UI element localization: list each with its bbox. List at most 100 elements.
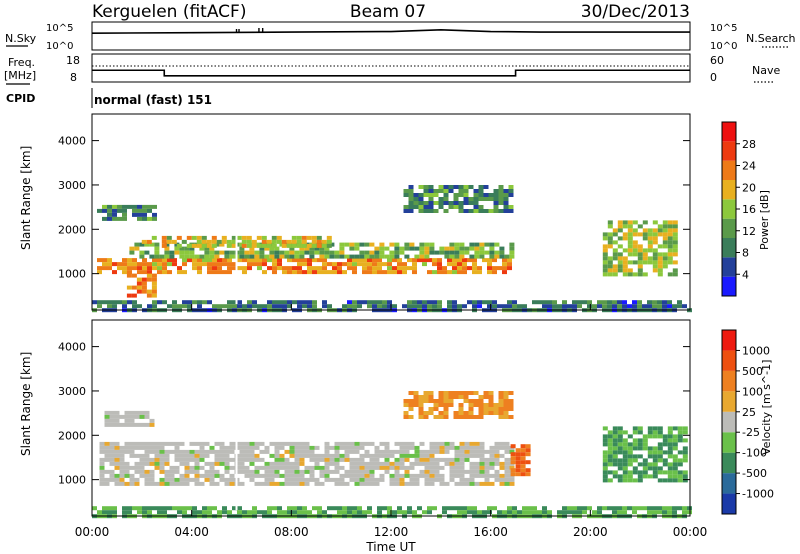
heatmap-cell: [179, 461, 185, 466]
heatmap-cell: [164, 254, 170, 259]
heatmap-cell: [433, 407, 439, 411]
heatmap-cell: [312, 506, 317, 511]
heatmap-cell: [189, 477, 195, 482]
heatmap-cell: [483, 411, 489, 415]
heatmap-cell: [202, 300, 207, 305]
heatmap-cell: [204, 254, 210, 259]
heatmap-cell: [229, 481, 235, 486]
heatmap-cell: [114, 410, 120, 415]
heatmap-cell: [463, 411, 469, 415]
heatmap-cell: [294, 453, 300, 458]
heatmap-cell: [347, 266, 352, 271]
heatmap-cell: [322, 258, 327, 263]
heatmap-cell: [632, 260, 638, 265]
heatmap-cell: [602, 264, 608, 269]
heatmap-cell: [473, 209, 479, 213]
heatmap-cell: [622, 510, 627, 515]
heatmap-cell: [642, 462, 648, 467]
heatmap-cell: [409, 465, 415, 470]
heatmap-cell: [463, 185, 469, 189]
heatmap-cell: [612, 248, 618, 253]
heatmap-cell: [282, 304, 287, 309]
heatmap-cell: [359, 481, 365, 486]
heatmap-cell: [182, 262, 187, 267]
velocity-colorbar-segment: [722, 330, 736, 351]
heatmap-cell: [284, 473, 290, 478]
heatmap-cell: [231, 239, 237, 244]
heatmap-cell: [312, 270, 317, 275]
heatmap-cell: [487, 304, 492, 309]
heatmap-cell: [672, 474, 678, 479]
heatmap-cell: [164, 246, 170, 251]
heatmap-cell: [429, 465, 435, 470]
heatmap-cell: [129, 465, 135, 470]
x-tick-label: 00:00: [673, 525, 708, 539]
heatmap-cell: [438, 411, 444, 415]
heatmap-cell: [617, 442, 623, 447]
heatmap-cell: [452, 258, 457, 263]
heatmap-cell: [377, 506, 382, 511]
heatmap-cell: [637, 304, 642, 309]
heatmap-cell: [102, 510, 107, 515]
heatmap-cell: [525, 444, 531, 449]
heatmap-cell: [209, 246, 215, 251]
heatmap-cell: [452, 266, 457, 271]
heatmap-cell: [493, 411, 499, 415]
heatmap-cell: [463, 193, 469, 197]
heatmap-cell: [577, 304, 582, 309]
heatmap-cell: [662, 300, 667, 305]
heatmap-cell: [127, 506, 132, 511]
heatmap-cell: [612, 510, 617, 515]
heatmap-cell: [329, 457, 335, 462]
heatmap-cell: [494, 469, 500, 474]
heatmap-cell: [267, 304, 272, 309]
heatmap-cell: [182, 510, 187, 515]
heatmap-cell: [299, 469, 305, 474]
heatmap-cell: [617, 252, 623, 257]
heatmap-cell: [274, 457, 280, 462]
heatmap-cell: [299, 453, 305, 458]
heatmap-cell: [99, 457, 105, 462]
heatmap-cell: [294, 477, 300, 482]
heatmap-cell: [637, 426, 643, 431]
heatmap-cell: [362, 510, 367, 515]
heatmap-cell: [457, 506, 462, 511]
heatmap-cell: [247, 304, 252, 309]
heatmap-cell: [509, 477, 515, 482]
heatmap-cell: [209, 449, 215, 454]
heatmap-cell: [97, 304, 102, 309]
heatmap-cell: [468, 407, 474, 411]
heatmap-cell: [164, 250, 170, 255]
heatmap-cell: [399, 449, 405, 454]
heatmap-cell: [412, 510, 417, 515]
heatmap-cell: [129, 445, 135, 450]
heatmap-cell: [517, 510, 522, 515]
heatmap-cell: [129, 414, 135, 419]
heatmap-cell: [612, 450, 618, 455]
power-colorbar-segment: [722, 141, 736, 161]
heatmap-cell: [498, 189, 504, 193]
heatmap-cell: [428, 391, 434, 395]
heatmap-cell: [632, 228, 638, 233]
heatmap-cell: [662, 450, 668, 455]
heatmap-cell: [252, 258, 257, 263]
heatmap-cell: [542, 304, 547, 309]
heatmap-cell: [489, 445, 495, 450]
heatmap-cell: [177, 304, 182, 309]
heatmap-cell: [508, 189, 514, 193]
heatmap-cell: [144, 410, 150, 415]
heatmap-cell: [239, 481, 245, 486]
heatmap-cell: [572, 300, 577, 305]
heatmap-cell: [174, 457, 180, 462]
heatmap-cell: [612, 462, 618, 467]
heatmap-cell: [387, 304, 392, 309]
heatmap-cell: [272, 262, 277, 267]
heatmap-cell: [244, 254, 250, 259]
heatmap-cell: [309, 250, 315, 255]
heatmap-cell: [349, 242, 355, 247]
heatmap-cell: [457, 258, 462, 263]
heatmap-cell: [247, 266, 252, 271]
heatmap-cell: [424, 250, 430, 255]
heatmap-cell: [124, 410, 130, 415]
heatmap-cell: [417, 300, 422, 305]
